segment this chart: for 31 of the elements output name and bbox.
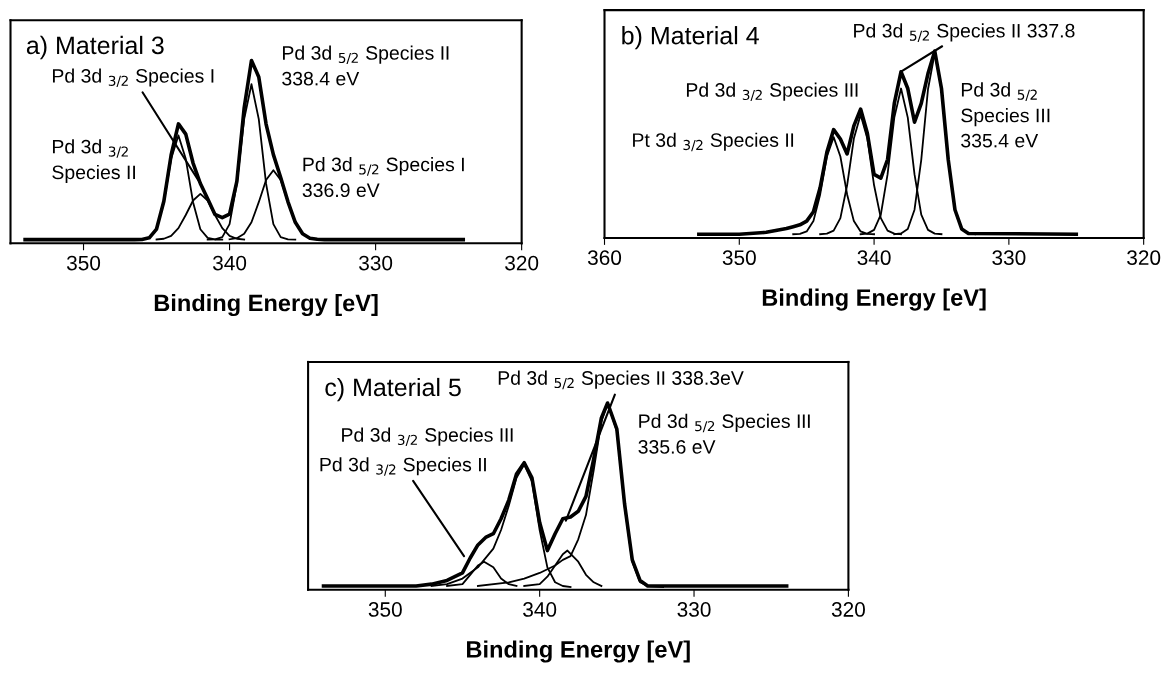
- x-tick-label: 330: [677, 602, 711, 617]
- annotation: Pd 3d $_{3/2}$ Species I: [52, 68, 214, 88]
- annotation: Pd 3d $_{5/2}$ Species I 336.9 eV: [302, 157, 464, 198]
- x-tick-label: 340: [523, 602, 557, 617]
- x-tick-label: 350: [368, 602, 402, 617]
- chart-title: a) Material 3: [26, 35, 164, 60]
- x-tick-label: 350: [722, 250, 756, 266]
- annotation: Pd 3d $_{3/2}$ Species III: [686, 82, 858, 102]
- x-tick-label: 350: [66, 255, 101, 271]
- x-tick-label: 320: [505, 255, 539, 271]
- annotation: Pd 3d $_{5/2}$ Species II 338.4 eV: [282, 45, 449, 86]
- x-tick-label: 360: [587, 250, 622, 266]
- annotation: Pd 3d $_{3/2}$ Species II: [320, 457, 486, 476]
- chart-title: c) Material 5: [325, 377, 461, 402]
- x-axis-title: Binding Energy [eV]: [762, 288, 986, 311]
- annotation: Pd 3d $_{5/2}$ Species II 338.3eV: [498, 370, 744, 390]
- annotation: Pd 3d $_{5/2}$ Species III 335.6 eV: [638, 413, 810, 454]
- annotation: Pd 3d $_{5/2}$ Species II 337.8: [854, 23, 1075, 42]
- x-tick-label: 320: [1127, 250, 1161, 266]
- x-tick-label: 320: [831, 602, 865, 617]
- chart-title: b) Material 4: [622, 26, 759, 50]
- annotation: Pd 3d $_{3/2}$ Species II: [52, 139, 135, 184]
- x-axis-title: Binding Energy [eV]: [154, 293, 378, 317]
- annotation: Pt 3d $_{3/2}$ Species II: [633, 132, 794, 152]
- x-tick-label: 340: [857, 250, 891, 266]
- annotation: Pd 3d $_{5/2}$ Species III 335.4 eV: [961, 82, 1050, 148]
- x-tick-label: 330: [359, 255, 393, 271]
- x-axis-title: Binding Energy [eV]: [467, 640, 690, 663]
- annotation: Pd 3d $_{3/2}$ Species III: [342, 427, 513, 447]
- x-tick-label: 340: [212, 255, 247, 271]
- x-tick-label: 330: [992, 250, 1026, 266]
